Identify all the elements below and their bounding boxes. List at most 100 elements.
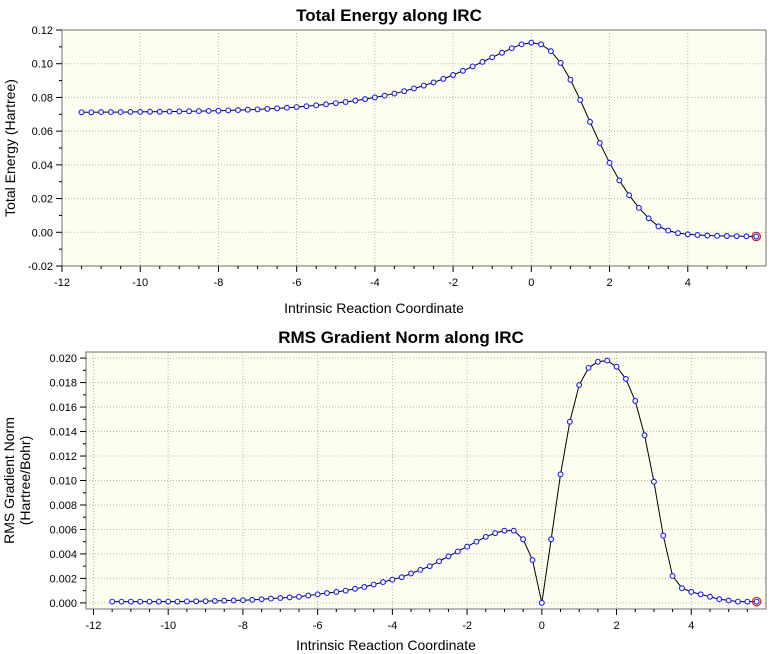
data-point[interactable] [314, 591, 321, 598]
data-point[interactable] [352, 97, 359, 104]
data-point[interactable] [332, 100, 339, 107]
data-point[interactable] [426, 563, 433, 570]
data-point[interactable] [557, 471, 564, 478]
data-point[interactable] [205, 107, 212, 114]
data-point[interactable] [165, 598, 172, 605]
data-point[interactable] [489, 54, 496, 61]
data-point[interactable] [417, 566, 424, 573]
current-point-marker[interactable] [751, 231, 762, 242]
data-point[interactable] [155, 598, 162, 605]
data-point[interactable] [616, 177, 623, 184]
data-point[interactable] [436, 558, 443, 565]
data-point[interactable] [753, 233, 760, 240]
data-point[interactable] [585, 364, 592, 371]
data-point[interactable] [411, 85, 417, 92]
data-point[interactable] [596, 139, 603, 146]
data-point[interactable] [529, 557, 536, 563]
data-point[interactable] [632, 398, 639, 404]
data-point[interactable] [98, 109, 105, 116]
data-point[interactable] [361, 584, 368, 590]
data-point[interactable] [342, 99, 349, 105]
data-point[interactable] [450, 72, 457, 78]
data-point[interactable] [117, 109, 124, 116]
data-point[interactable] [684, 231, 691, 238]
data-point[interactable] [286, 594, 293, 601]
data-point[interactable] [665, 227, 672, 234]
data-point[interactable] [193, 598, 200, 605]
data-point[interactable] [688, 588, 695, 595]
data-point[interactable] [587, 118, 593, 125]
data-point[interactable] [183, 598, 190, 605]
data-point[interactable] [127, 108, 134, 115]
data-point[interactable] [408, 570, 415, 577]
data-point[interactable] [459, 67, 466, 74]
data-point[interactable] [697, 591, 704, 598]
data-point[interactable] [613, 363, 620, 370]
data-point[interactable] [230, 597, 237, 604]
data-point[interactable] [675, 230, 681, 237]
data-point[interactable] [211, 597, 218, 604]
data-point[interactable] [137, 598, 144, 605]
data-point[interactable] [567, 76, 574, 83]
data-point[interactable] [401, 88, 408, 95]
data-point[interactable] [391, 90, 398, 97]
data-point[interactable] [109, 598, 116, 605]
data-point[interactable] [604, 357, 611, 364]
data-point[interactable] [606, 159, 613, 166]
data-point[interactable] [225, 107, 232, 114]
data-point[interactable] [342, 587, 349, 594]
data-point[interactable] [576, 382, 583, 388]
data-point[interactable] [626, 192, 633, 199]
data-point[interactable] [398, 574, 405, 581]
data-point[interactable] [520, 536, 527, 543]
data-point[interactable] [508, 45, 515, 52]
data-point[interactable] [147, 108, 153, 115]
data-point[interactable] [469, 63, 476, 70]
data-point[interactable] [389, 576, 396, 583]
data-point[interactable] [501, 527, 508, 534]
data-point[interactable] [264, 105, 271, 112]
data-point[interactable] [744, 598, 751, 605]
data-point[interactable] [725, 597, 732, 604]
data-point[interactable] [127, 598, 134, 605]
data-point[interactable] [118, 598, 125, 605]
data-point[interactable] [267, 595, 274, 602]
data-point[interactable] [548, 536, 555, 543]
data-point[interactable] [78, 109, 85, 116]
data-point[interactable] [324, 590, 330, 597]
data-point[interactable] [577, 97, 584, 103]
data-point[interactable] [641, 432, 648, 439]
data-point[interactable] [694, 232, 701, 238]
data-point[interactable] [323, 101, 329, 108]
data-point[interactable] [176, 108, 183, 115]
data-point[interactable] [146, 598, 153, 605]
data-point[interactable] [723, 233, 730, 239]
data-point[interactable] [547, 48, 554, 55]
data-point[interactable] [313, 102, 320, 109]
data-point[interactable] [528, 39, 535, 46]
data-point[interactable] [305, 592, 312, 599]
data-point[interactable] [215, 107, 222, 114]
data-point[interactable] [499, 49, 505, 56]
data-point[interactable] [221, 597, 228, 604]
data-point[interactable] [622, 375, 629, 382]
current-point-marker[interactable] [751, 596, 762, 607]
data-point[interactable] [258, 596, 265, 603]
data-point[interactable] [137, 108, 144, 115]
data-point[interactable] [743, 233, 750, 240]
data-point[interactable] [454, 548, 461, 555]
data-point[interactable] [566, 418, 573, 425]
data-point[interactable] [235, 107, 241, 114]
data-point[interactable] [440, 75, 447, 82]
data-point[interactable] [195, 108, 202, 115]
data-point[interactable] [650, 478, 657, 485]
data-point[interactable] [660, 532, 667, 539]
data-point[interactable] [249, 596, 256, 603]
data-point[interactable] [283, 104, 290, 111]
data-point[interactable] [244, 106, 251, 113]
data-point[interactable] [371, 94, 378, 101]
data-point[interactable] [333, 588, 340, 595]
data-point[interactable] [430, 79, 437, 86]
data-point[interactable] [538, 41, 545, 48]
data-point[interactable] [735, 598, 741, 605]
